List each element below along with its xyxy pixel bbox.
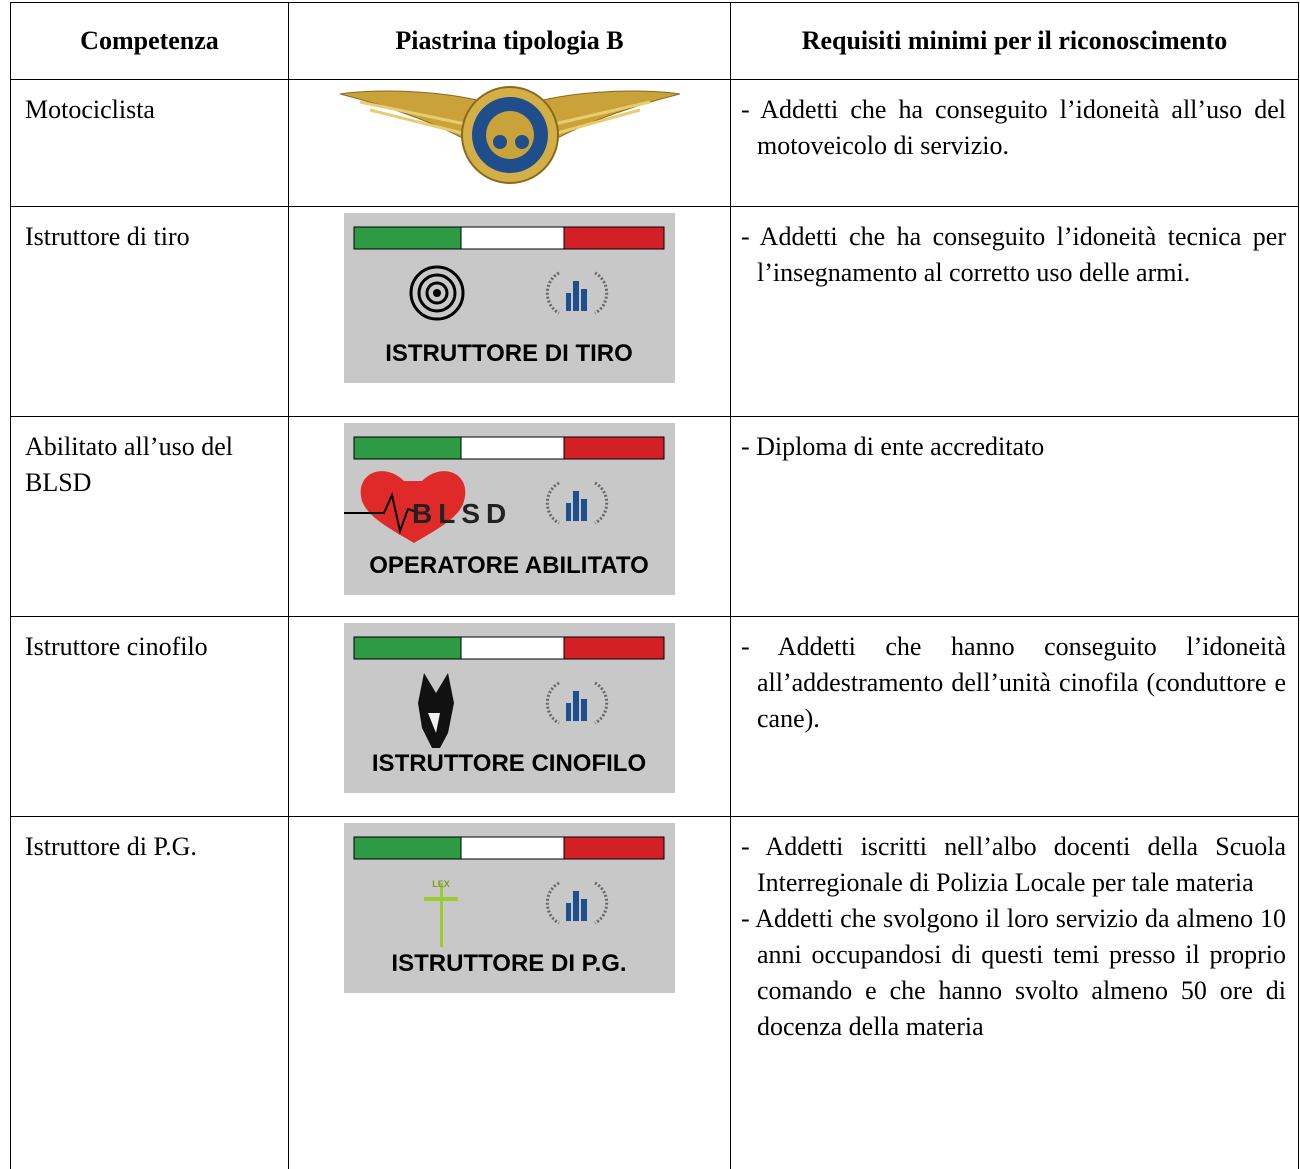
requirement: - Addetti che ha conseguito l’idoneità t… xyxy=(741,222,1286,287)
badge-text: ISTRUTTORE DI TIRO xyxy=(385,340,633,367)
badge-cell: ISTRUTTORE CINOFILO xyxy=(288,616,731,817)
requirement: - Addetti che ha conseguito l’idoneità a… xyxy=(741,95,1286,160)
competence: Istruttore di P.G. xyxy=(10,816,289,1169)
badge-cell: ISTRUTTORE DI TIRO xyxy=(288,206,731,417)
badge-text: OPERATORE ABILITATO xyxy=(369,552,649,579)
requirement: - Addetti che svolgono il loro servizio … xyxy=(741,904,1286,1041)
row: Istruttore di P.G. LEX ISTRUTTORE DI P.G… xyxy=(10,816,1299,1169)
badge-text: ISTRUTTORE CINOFILO xyxy=(372,750,646,777)
badge: ISTRUTTORE DI TIRO xyxy=(344,213,675,383)
requirements: - Addetti che hanno conseguito l’idoneit… xyxy=(730,616,1299,817)
requirements: - Diploma di ente accreditato xyxy=(730,416,1299,617)
row: Abilitato all’uso del BLSD BLSD OPERATOR… xyxy=(10,416,1299,617)
header-row: Competenza Piastrina tipologia B Requisi… xyxy=(10,2,1299,80)
wings-badge xyxy=(339,86,680,184)
badge-cell xyxy=(288,79,731,207)
row: Istruttore cinofilo ISTRUTTORE CINOFILO … xyxy=(10,616,1299,817)
competence-table: Competenza Piastrina tipologia B Requisi… xyxy=(10,2,1299,1169)
header-cell: Piastrina tipologia B xyxy=(288,2,731,80)
row: Istruttore di tiro ISTRUTTORE DI TIRO - … xyxy=(10,206,1299,417)
requirements: - Addetti che ha conseguito l’idoneità a… xyxy=(730,79,1299,207)
badge: LEX ISTRUTTORE DI P.G. xyxy=(344,823,675,993)
requirements: - Addetti che ha conseguito l’idoneità t… xyxy=(730,206,1299,417)
requirements: - Addetti iscritti nell’albo docenti del… xyxy=(730,816,1299,1169)
badge: BLSD OPERATORE ABILITATO xyxy=(344,423,675,595)
competence: Istruttore di tiro xyxy=(10,206,289,417)
row: Motociclista - Addetti che ha conseguito… xyxy=(10,79,1299,207)
badge: ISTRUTTORE CINOFILO xyxy=(344,623,675,793)
competence: Istruttore cinofilo xyxy=(10,616,289,817)
badge-text: ISTRUTTORE DI P.G. xyxy=(391,950,626,977)
competence: Abilitato all’uso del BLSD xyxy=(10,416,289,617)
header-cell: Requisiti minimi per il riconoscimento xyxy=(730,2,1299,80)
competence: Motociclista xyxy=(10,79,289,207)
badge-logo: BLSD xyxy=(412,498,512,529)
badge-cell: LEX ISTRUTTORE DI P.G. xyxy=(288,816,731,1169)
requirement: - Addetti iscritti nell’albo docenti del… xyxy=(741,832,1286,897)
badge-cell: BLSD OPERATORE ABILITATO xyxy=(288,416,731,617)
requirement: - Addetti che hanno conseguito l’idoneit… xyxy=(741,632,1286,733)
requirement: - Diploma di ente accreditato xyxy=(741,432,1045,461)
badge-logo: LEX xyxy=(432,879,450,889)
header-cell: Competenza xyxy=(10,2,289,80)
